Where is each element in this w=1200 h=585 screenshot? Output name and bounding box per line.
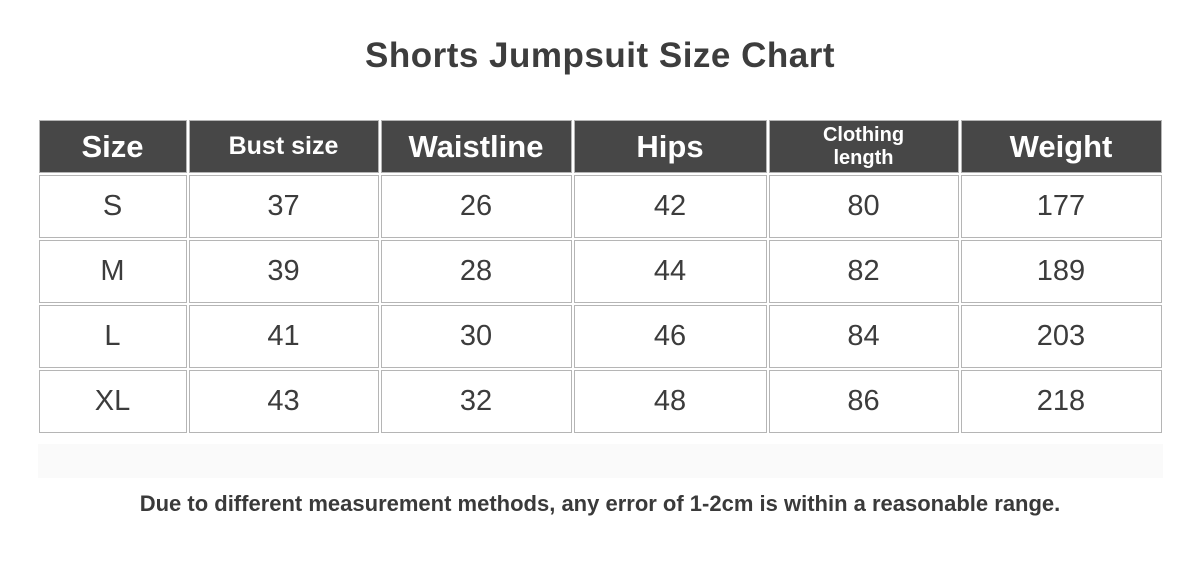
page-title: Shorts Jumpsuit Size Chart	[364, 36, 836, 75]
size-label: M	[38, 240, 187, 303]
weight-value: 177	[960, 175, 1162, 238]
column-header-hips: Hips	[573, 120, 767, 173]
hips-value: 48	[573, 370, 767, 433]
header-row: Size Bust size Waistline Hips Clothing l…	[38, 120, 1162, 173]
weight-value: 218	[960, 370, 1162, 433]
waist-value: 32	[380, 370, 572, 433]
weight-value: 189	[960, 240, 1162, 303]
length-value: 84	[768, 305, 959, 368]
size-label: S	[38, 175, 187, 238]
length-value: 80	[768, 175, 959, 238]
column-header-weight: Weight	[960, 120, 1162, 173]
size-chart-page: { "chart_data": { "type": "table", "titl…	[0, 36, 1200, 585]
faded-ghost-row	[37, 444, 1163, 478]
column-header-waistline: Waistline	[380, 120, 572, 173]
length-value: 82	[768, 240, 959, 303]
waist-value: 30	[380, 305, 572, 368]
hips-value: 46	[573, 305, 767, 368]
weight-value: 203	[960, 305, 1162, 368]
bust-value: 37	[188, 175, 379, 238]
table-row-m: M 39 28 44 82 189	[38, 240, 1162, 303]
column-header-clothing-length-label: Clothing length	[822, 123, 905, 169]
bust-value: 43	[188, 370, 379, 433]
length-value: 86	[768, 370, 959, 433]
bust-value: 39	[188, 240, 379, 303]
size-label: XL	[38, 370, 187, 433]
waist-value: 28	[380, 240, 572, 303]
table-row-xl: XL 43 32 48 86 218	[38, 370, 1162, 433]
hips-value: 44	[573, 240, 767, 303]
column-header-bust-size: Bust size	[188, 120, 379, 173]
size-chart-table: Size Bust size Waistline Hips Clothing l…	[37, 118, 1164, 435]
measurement-disclaimer: Due to different measurement methods, an…	[139, 491, 1061, 516]
column-header-size: Size	[38, 120, 187, 173]
waist-value: 26	[380, 175, 572, 238]
column-header-clothing-length: Clothing length	[768, 120, 959, 173]
size-label: L	[38, 305, 187, 368]
bust-value: 41	[188, 305, 379, 368]
table-row-s: S 37 26 42 80 177	[38, 175, 1162, 238]
hips-value: 42	[573, 175, 767, 238]
table-row-l: L 41 30 46 84 203	[38, 305, 1162, 368]
